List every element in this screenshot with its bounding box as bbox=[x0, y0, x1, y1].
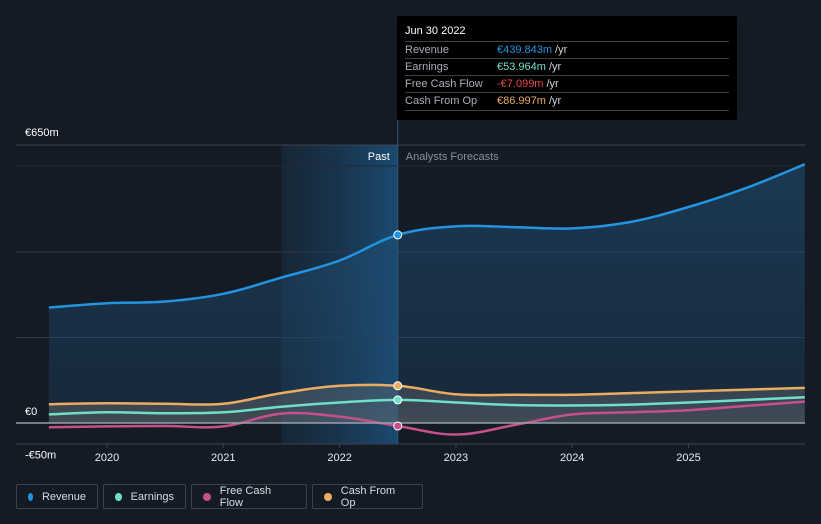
tooltip: Jun 30 2022 Revenue €439.843m/yr Earning… bbox=[397, 16, 737, 120]
legend-dot-icon bbox=[324, 492, 332, 501]
tooltip-value-earnings: €53.964m bbox=[497, 61, 546, 73]
tooltip-unit: /yr bbox=[555, 44, 568, 56]
legend-item-cash-from-op[interactable]: Cash From Op bbox=[312, 484, 423, 509]
x-tick-label: 2022 bbox=[327, 452, 351, 464]
tooltip-label: Cash From Op bbox=[405, 95, 478, 107]
y-tick-label: -€50m bbox=[25, 449, 56, 461]
tooltip-value: €86.997m/yr bbox=[497, 95, 561, 107]
legend-label: Earnings bbox=[130, 490, 174, 503]
tooltip-value: -€7.099m/yr bbox=[497, 78, 559, 90]
tooltip-row-free-cash-flow: Free Cash Flow -€7.099m/yr bbox=[405, 75, 729, 93]
tooltip-unit: /yr bbox=[546, 78, 559, 90]
legend: Revenue Earnings Free Cash Flow Cash Fro… bbox=[16, 484, 423, 509]
tooltip-unit: /yr bbox=[548, 95, 562, 107]
tooltip-row-revenue: Revenue €439.843m/yr bbox=[405, 41, 729, 59]
legend-label: Free Cash Flow bbox=[219, 484, 272, 509]
tooltip-value: €53.964m/yr bbox=[497, 61, 561, 73]
revenue-marker bbox=[393, 230, 403, 240]
revenue-area bbox=[48, 164, 805, 423]
legend-dot-icon bbox=[203, 492, 211, 501]
earnings-line bbox=[48, 396, 805, 416]
legend-dot-icon bbox=[115, 492, 122, 501]
cash-from-op-marker bbox=[393, 381, 403, 391]
tooltip-label: Revenue bbox=[405, 44, 450, 56]
tooltip-label: Free Cash Flow bbox=[405, 78, 483, 90]
tooltip-label: Earnings bbox=[405, 61, 449, 73]
legend-item-free-cash-flow[interactable]: Free Cash Flow bbox=[191, 484, 307, 509]
tooltip-date: Jun 30 2022 bbox=[405, 25, 466, 37]
legend-item-earnings[interactable]: Earnings bbox=[103, 484, 186, 509]
legend-label: Cash From Op bbox=[340, 484, 396, 509]
tooltip-value-revenue: €439.843m bbox=[497, 44, 553, 56]
legend-dot-icon bbox=[28, 492, 33, 501]
tooltip-row-earnings: Earnings €53.964m/yr bbox=[405, 58, 729, 76]
x-tick-label: 2024 bbox=[560, 452, 584, 464]
legend-label: Revenue bbox=[41, 490, 86, 503]
x-tick-label: 2021 bbox=[211, 452, 235, 464]
y-tick-label: €650m bbox=[25, 127, 59, 139]
past-label: Past bbox=[368, 151, 390, 163]
tooltip-unit: /yr bbox=[548, 61, 562, 73]
x-tick-label: 2025 bbox=[676, 452, 700, 464]
cash-from-op-line bbox=[48, 383, 805, 406]
x-tick-label: 2023 bbox=[444, 452, 468, 464]
y-tick-label: €0 bbox=[25, 406, 37, 418]
analysts-forecasts-label: Analysts Forecasts bbox=[406, 151, 499, 163]
free-cash-flow-line bbox=[48, 400, 805, 436]
free-cash-flow-marker bbox=[393, 421, 403, 431]
revenue-line bbox=[48, 163, 806, 309]
tooltip-value: €439.843m/yr bbox=[497, 44, 567, 56]
earnings-marker bbox=[393, 395, 403, 405]
tooltip-row-cash-from-op: Cash From Op €86.997m/yr bbox=[405, 92, 729, 111]
tooltip-value-free-cash-flow: -€7.099m bbox=[497, 78, 544, 90]
tooltip-value-cash-from-op: €86.997m bbox=[497, 95, 546, 107]
legend-item-revenue[interactable]: Revenue bbox=[16, 484, 98, 509]
x-tick-label: 2020 bbox=[95, 452, 119, 464]
